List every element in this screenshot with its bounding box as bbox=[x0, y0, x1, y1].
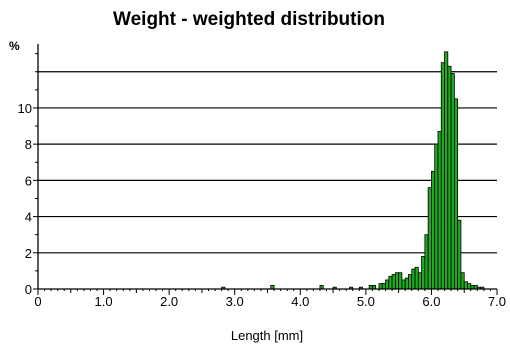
histogram-bar bbox=[417, 272, 422, 290]
histogram-bar bbox=[424, 234, 429, 290]
gridlines bbox=[38, 71, 497, 254]
y-tick-label: 0 bbox=[25, 282, 32, 297]
x-tick-label: 0 bbox=[34, 294, 41, 309]
histogram-bar bbox=[404, 277, 409, 290]
histogram-bar bbox=[450, 73, 455, 290]
histogram-bar bbox=[434, 143, 439, 290]
histogram-bar bbox=[427, 187, 432, 290]
chart-title: Weight - weighted distribution bbox=[113, 9, 385, 30]
x-tick-label: 2.0 bbox=[160, 294, 178, 309]
x-tick-label: 5.0 bbox=[357, 294, 375, 309]
y-tick-label: 10 bbox=[18, 101, 32, 116]
histogram-bar bbox=[408, 274, 413, 290]
histogram-bar bbox=[453, 98, 459, 290]
tick-labels: 0 1.0 2.0 3.0 4.0 5.0 6.0 7.0 0 2 4 6 8 10 bbox=[18, 101, 507, 309]
x-tick-label: 6.0 bbox=[422, 294, 440, 309]
histogram-bar bbox=[457, 219, 462, 290]
histogram-bar bbox=[444, 51, 449, 290]
histogram-bar bbox=[398, 272, 403, 290]
histogram-bar bbox=[411, 268, 416, 290]
histogram-bar bbox=[463, 281, 468, 290]
histogram-bar bbox=[385, 279, 390, 290]
histogram-bar bbox=[414, 266, 419, 290]
y-tick-label: 8 bbox=[25, 137, 32, 152]
histogram-bar bbox=[447, 65, 452, 290]
axes bbox=[33, 44, 498, 295]
histogram-bar bbox=[460, 272, 465, 290]
histogram-bar bbox=[431, 170, 436, 290]
x-tick-label: 7.0 bbox=[488, 294, 506, 309]
histogram-bar bbox=[467, 283, 472, 290]
x-tick-label: 3.0 bbox=[226, 294, 244, 309]
histogram-bar bbox=[378, 283, 383, 290]
y-tick-label: 2 bbox=[25, 246, 32, 261]
y-axis-unit-label: % bbox=[9, 39, 20, 53]
x-axis-title: Length [mm] bbox=[231, 328, 303, 343]
y-tick-label: 6 bbox=[25, 173, 32, 188]
x-tick-label: 1.0 bbox=[95, 294, 113, 309]
histogram-bar bbox=[388, 275, 393, 290]
x-tick-label: 4.0 bbox=[291, 294, 309, 309]
histogram-bar bbox=[421, 256, 426, 290]
histogram-bar bbox=[394, 272, 400, 290]
histogram-bar bbox=[381, 283, 386, 290]
y-tick-label: 4 bbox=[25, 210, 32, 225]
histogram-bar bbox=[391, 274, 396, 290]
histogram-bars bbox=[221, 51, 485, 290]
histogram-bar bbox=[401, 279, 406, 290]
histogram-bar bbox=[440, 62, 445, 290]
histogram-bar bbox=[437, 131, 442, 290]
